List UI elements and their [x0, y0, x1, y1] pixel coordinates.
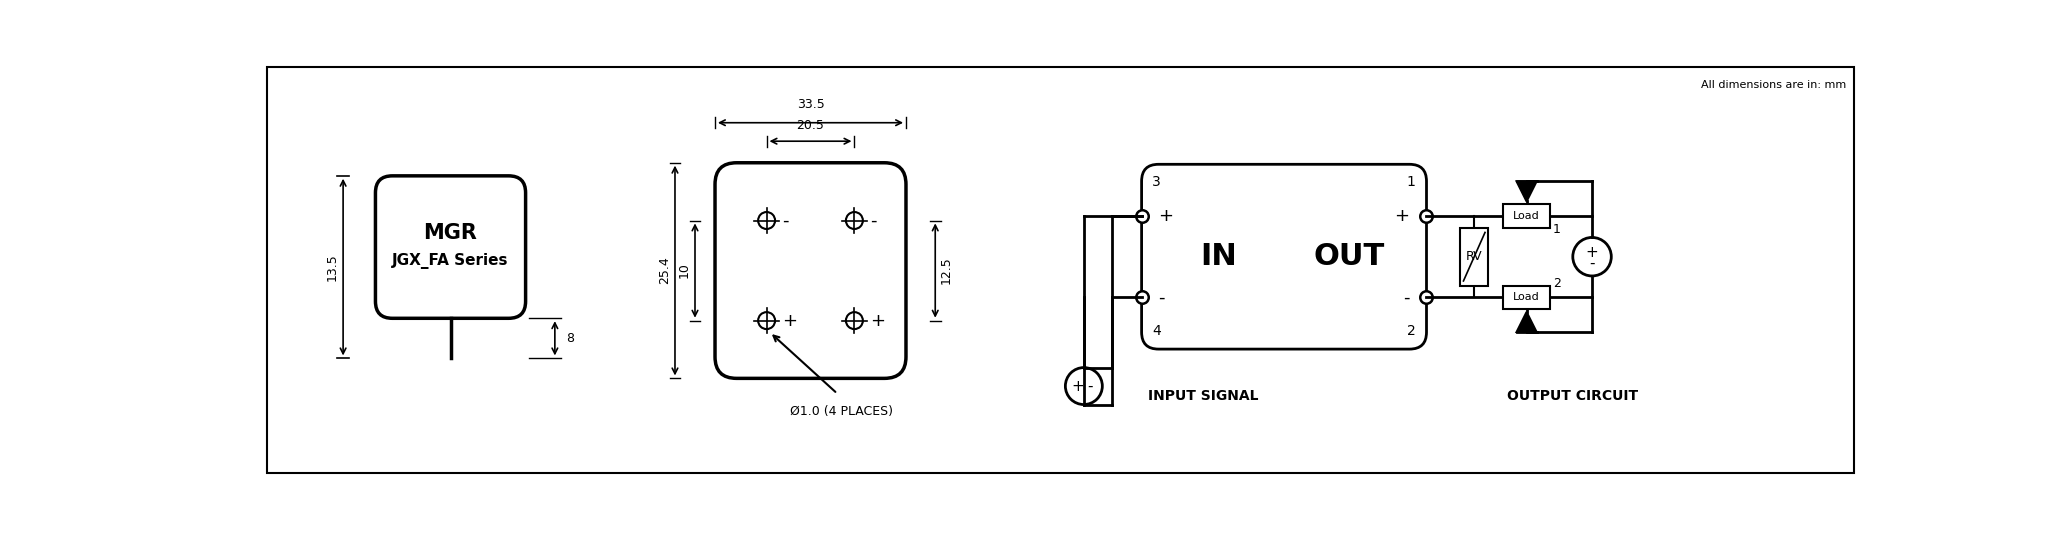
Text: RV: RV: [1467, 250, 1483, 263]
Text: 25.4: 25.4: [658, 257, 670, 285]
Polygon shape: [1517, 312, 1537, 332]
FancyBboxPatch shape: [267, 67, 1854, 473]
Text: 12.5: 12.5: [939, 257, 952, 285]
Text: -: -: [1589, 255, 1595, 270]
Bar: [1461, 228, 1488, 286]
Text: IN: IN: [1200, 242, 1237, 271]
Text: -: -: [869, 211, 877, 230]
Text: 2: 2: [1407, 324, 1415, 338]
Text: 1: 1: [1407, 175, 1415, 189]
Text: +: +: [869, 311, 886, 330]
Text: -: -: [782, 211, 788, 230]
Text: +: +: [1072, 379, 1084, 394]
Text: OUT: OUT: [1314, 242, 1386, 271]
Text: +: +: [1395, 207, 1409, 225]
Bar: [1504, 286, 1550, 309]
Text: 10: 10: [679, 263, 691, 279]
Text: +: +: [782, 311, 797, 330]
Text: JGX_FA Series: JGX_FA Series: [393, 253, 509, 269]
Text: 33.5: 33.5: [797, 98, 823, 111]
Text: Load: Load: [1512, 211, 1539, 221]
Text: OUTPUT CIRCUIT: OUTPUT CIRCUIT: [1506, 389, 1639, 403]
Text: 8: 8: [565, 332, 573, 345]
Text: Ø1.0 (4 PLACES): Ø1.0 (4 PLACES): [790, 404, 894, 417]
Bar: [1504, 204, 1550, 227]
Text: 3: 3: [1152, 175, 1161, 189]
Text: INPUT SIGNAL: INPUT SIGNAL: [1148, 389, 1258, 403]
Text: -: -: [1403, 288, 1409, 307]
Text: 13.5: 13.5: [325, 253, 339, 281]
Text: 1: 1: [1552, 224, 1560, 236]
Text: 4: 4: [1152, 324, 1161, 338]
Text: -: -: [1159, 288, 1165, 307]
FancyBboxPatch shape: [1142, 164, 1426, 349]
Text: 2: 2: [1552, 277, 1560, 290]
FancyBboxPatch shape: [716, 163, 906, 378]
Text: +: +: [1585, 244, 1599, 259]
FancyBboxPatch shape: [374, 176, 526, 318]
Text: All dimensions are in: mm: All dimensions are in: mm: [1701, 80, 1846, 89]
Text: -: -: [1086, 379, 1092, 394]
Text: 20.5: 20.5: [797, 119, 823, 132]
Text: +: +: [1159, 207, 1173, 225]
Polygon shape: [1517, 181, 1537, 201]
Text: Load: Load: [1512, 292, 1539, 302]
Text: MGR: MGR: [424, 223, 478, 243]
